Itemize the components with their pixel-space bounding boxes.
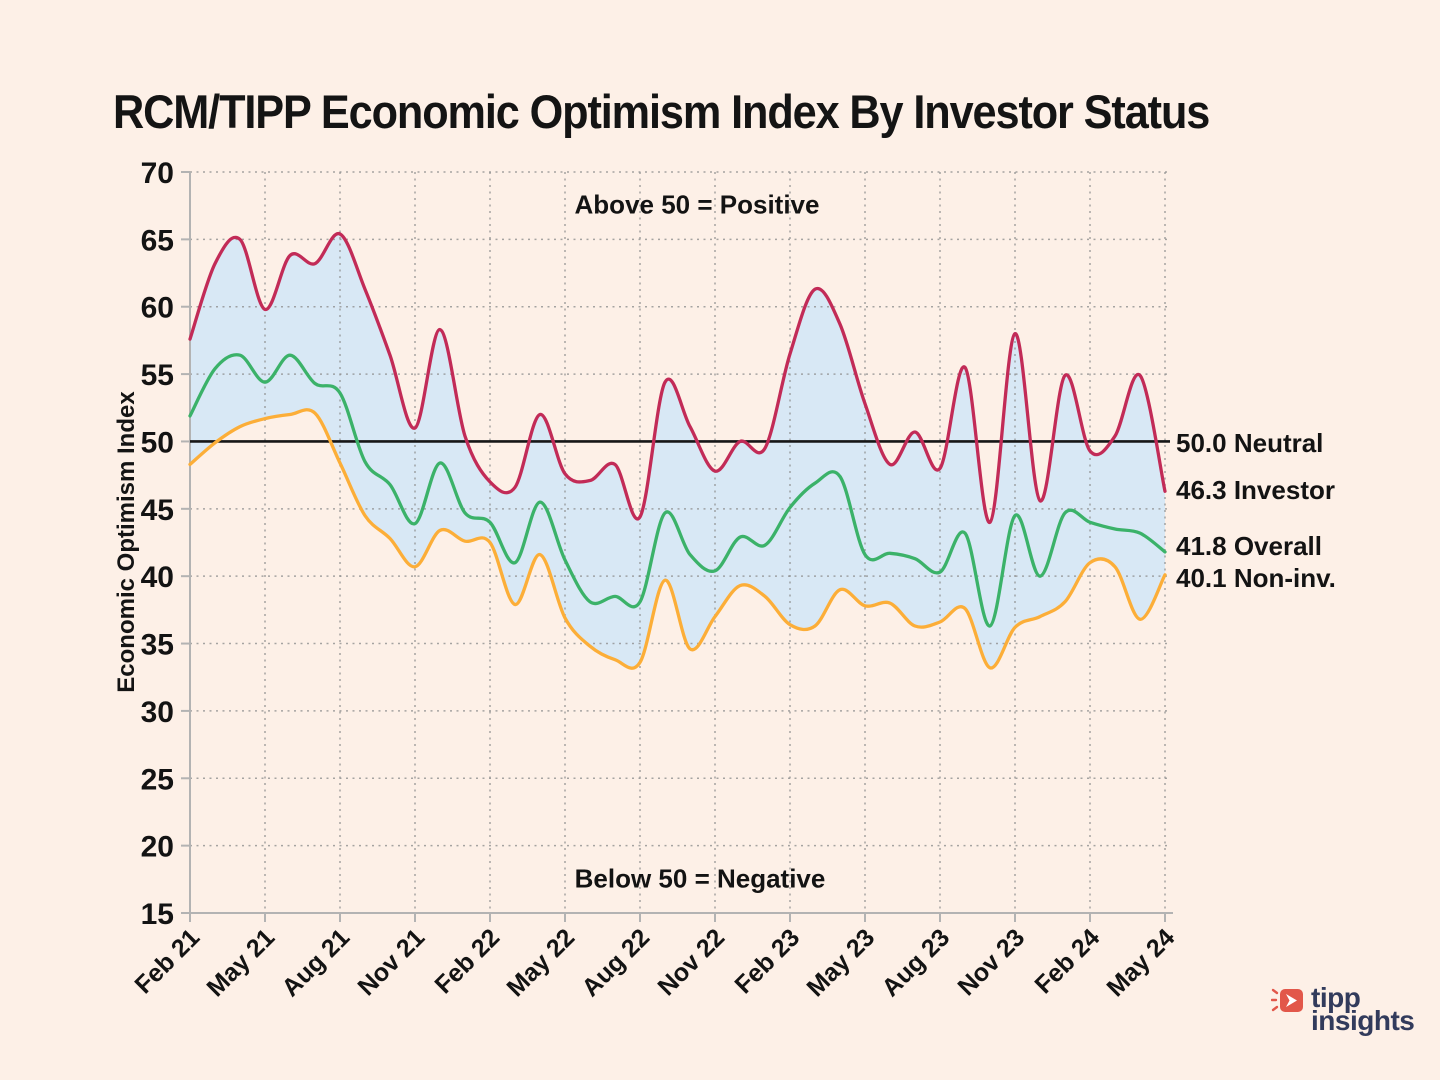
x-tick-label: Feb 21 — [129, 923, 205, 999]
x-tick-label: Nov 22 — [652, 923, 730, 1001]
y-tick-label: 35 — [141, 629, 174, 662]
y-tick-label: 15 — [141, 898, 174, 931]
y-tick-label: 30 — [141, 696, 174, 729]
y-tick-label: 25 — [141, 763, 174, 796]
x-tick-label: May 21 — [201, 923, 280, 1002]
x-tick-label: Nov 23 — [952, 923, 1030, 1001]
y-tick-label: 60 — [141, 292, 174, 325]
y-tick-label: 55 — [141, 359, 174, 392]
overall-line — [188, 353, 1167, 628]
x-tick-label: Nov 21 — [352, 923, 430, 1001]
end-label-neutral: 50.0 Neutral — [1176, 428, 1324, 458]
non-investor-line — [188, 408, 1167, 670]
end-label-overall: 41.8 Overall — [1176, 531, 1322, 561]
gridlines — [190, 171, 1168, 913]
x-tick-label: May 22 — [501, 923, 580, 1002]
tipp-insights-logo: tipp insights — [1271, 982, 1415, 1036]
x-tick-label: Aug 22 — [576, 923, 655, 1002]
investor-line — [188, 232, 1167, 524]
x-tick-label: Feb 23 — [729, 923, 805, 999]
y-tick-label: 65 — [141, 224, 174, 257]
investor-noninvestor-band-fill — [190, 233, 1165, 669]
x-tick-label: Feb 22 — [429, 923, 505, 999]
y-tick-label: 45 — [141, 494, 174, 527]
x-tick-label: Aug 21 — [276, 923, 355, 1002]
x-tick-label: Feb 24 — [1029, 923, 1105, 999]
logo-insights-text: insights — [1311, 1005, 1415, 1036]
end-label-non-investor: 40.1 Non-inv. — [1176, 563, 1336, 593]
page-title: RCM/TIPP Economic Optimism Index By Inve… — [113, 85, 1210, 138]
end-label-investor: 46.3 Investor — [1176, 475, 1335, 505]
logo-tipp-text: tipp — [1311, 982, 1361, 1013]
annotation-below-50: Below 50 = Negative — [574, 863, 826, 894]
y-tick-label: 50 — [141, 426, 174, 459]
y-tick-label: 70 — [141, 157, 174, 190]
y-tick-label: 20 — [141, 831, 174, 864]
x-tick-label: Aug 23 — [876, 923, 955, 1002]
axes — [181, 171, 1173, 922]
annotation-above-50: Above 50 = Positive — [574, 189, 820, 220]
y-tick-label: 40 — [141, 561, 174, 594]
tipp-arrow-icon — [1271, 988, 1303, 1012]
x-tick-label: May 24 — [1101, 923, 1180, 1002]
y-tick-labels: 15 20 25 30 35 40 45 50 55 60 65 70 — [141, 157, 174, 931]
x-tick-label: May 23 — [801, 923, 880, 1002]
